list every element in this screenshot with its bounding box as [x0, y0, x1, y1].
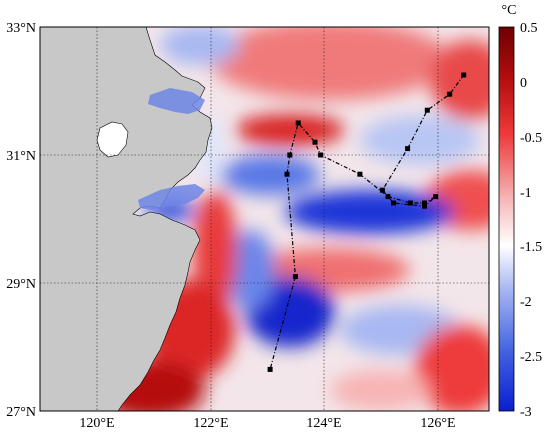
track-station-marker [292, 274, 298, 280]
colorbar-tick-label: -1.5 [520, 240, 542, 255]
track-station-marker [447, 91, 453, 97]
map-panel [40, 27, 489, 411]
track-station-marker [461, 72, 467, 78]
lon-tick-label: 122°E [193, 416, 228, 431]
yangtze-estuary [148, 88, 205, 114]
track-station-marker [385, 194, 391, 200]
lon-tick-labels: 120°E 122°E 124°E 126°E [79, 416, 455, 431]
track-station-marker [287, 152, 293, 158]
map-frame [39, 26, 490, 412]
lon-tick-label: 120°E [79, 416, 114, 431]
ship-track [267, 72, 467, 372]
track-station-marker [433, 194, 439, 200]
colorbar-tick-label: -1 [520, 186, 532, 201]
lat-tick-labels: 33°N 31°N 29°N 27°N [6, 21, 36, 420]
lon-tick-label: 124°E [306, 416, 341, 431]
lat-tick-label: 27°N [6, 405, 36, 420]
track-station-marker [284, 171, 290, 177]
colorbar-gradient [498, 26, 515, 412]
colorbar-tick-label: 0.5 [520, 21, 538, 36]
track-station-marker [407, 200, 413, 206]
colorbar-tick-label: -3 [520, 405, 532, 420]
colorbar-unit: °C [502, 3, 517, 18]
track-station-marker [312, 139, 318, 145]
lon-tick-label: 126°E [420, 416, 455, 431]
track-station-marker [295, 120, 301, 126]
colorbar: °C 0.5 0 -0.5 -1 -1.5 -2 -2.5 -3 [498, 3, 542, 420]
track-markers [267, 72, 467, 372]
colorbar-tick-label: -0.5 [520, 131, 542, 146]
temperature-field [95, 27, 489, 411]
track-station-marker [267, 366, 273, 372]
grid-lines [40, 27, 489, 411]
track-station-marker [422, 203, 427, 209]
colorbar-tick-label: -2.5 [520, 350, 542, 365]
hangzhou-bay [138, 184, 205, 210]
track-station-marker [422, 200, 427, 206]
track-station-marker [318, 152, 324, 158]
track-station-marker [379, 187, 385, 193]
land-mass [40, 27, 213, 411]
chongming-island [96, 121, 129, 158]
lat-tick-label: 29°N [6, 277, 36, 292]
track-station-marker [391, 200, 397, 206]
track-station-marker [405, 146, 411, 152]
track-station-marker [357, 171, 363, 177]
colorbar-tick-label: -2 [520, 295, 532, 310]
track-station-marker [424, 107, 430, 113]
lat-tick-label: 31°N [6, 149, 36, 164]
colorbar-tick-label: 0 [520, 76, 527, 91]
lat-tick-label: 33°N [6, 21, 36, 36]
colorbar-tick-labels: 0.5 0 -0.5 -1 -1.5 -2 -2.5 -3 [520, 21, 542, 420]
